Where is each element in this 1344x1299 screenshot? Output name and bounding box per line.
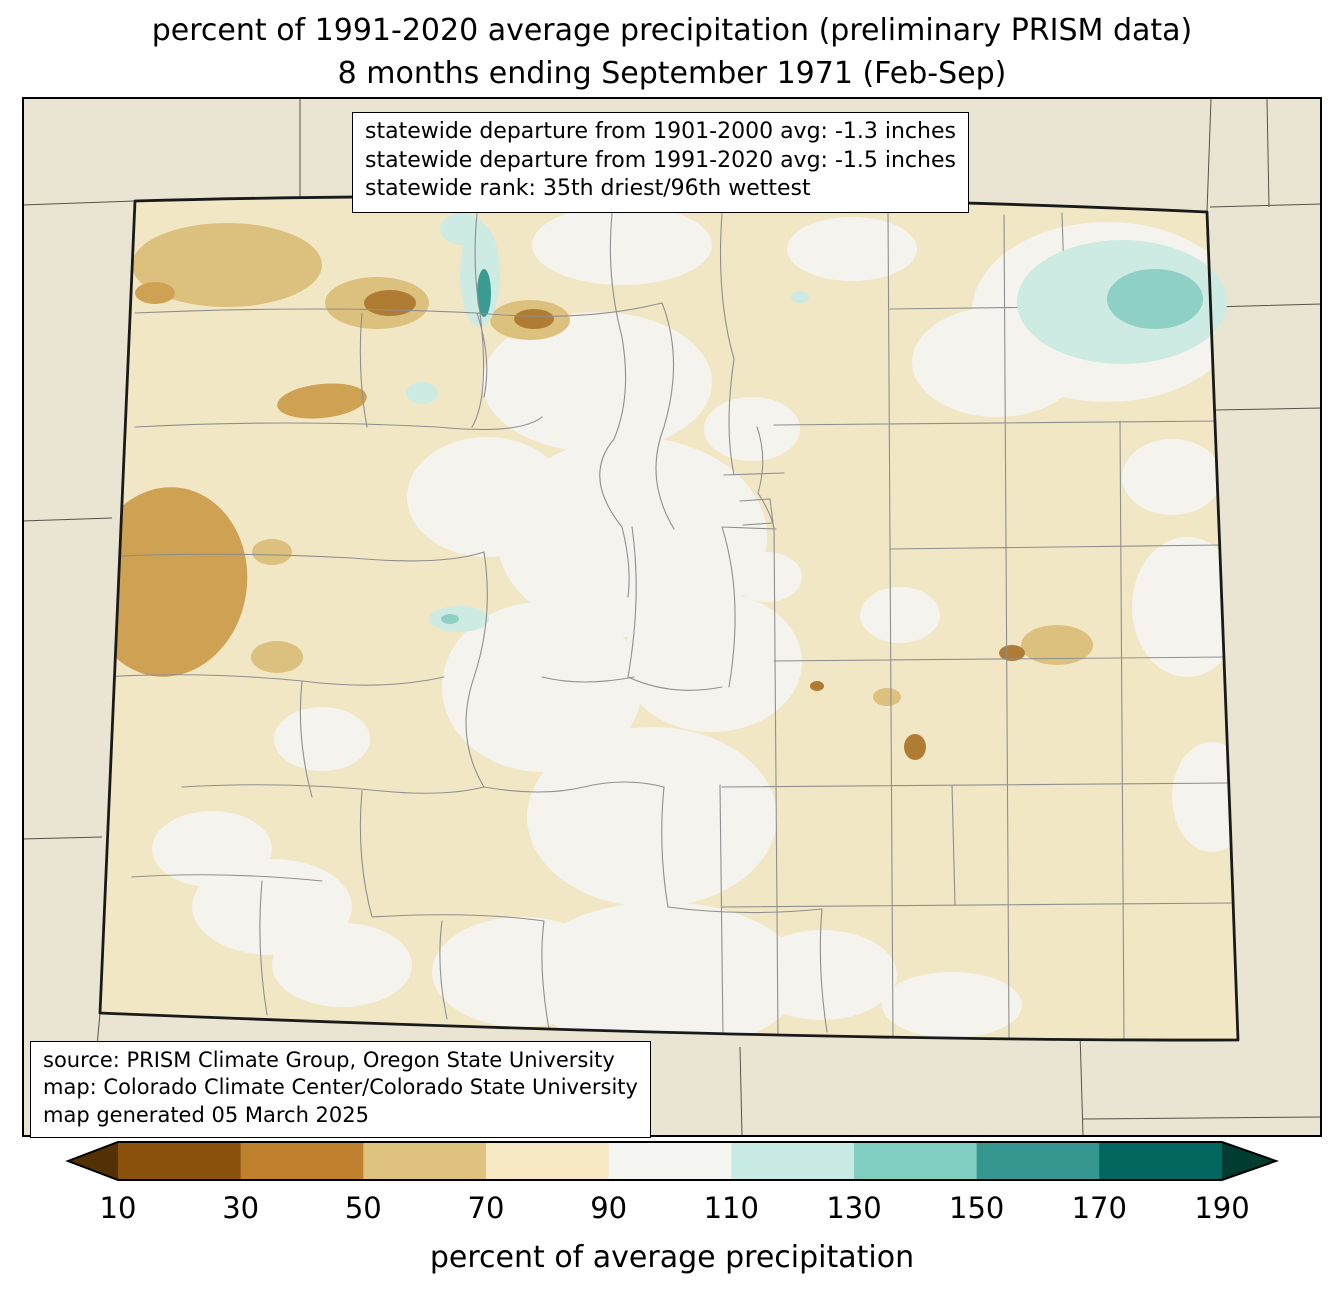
near-normal-regions (152, 205, 1238, 1041)
colorbar-tick-label: 130 (826, 1191, 881, 1225)
northeast-wet-region (1017, 240, 1227, 364)
stat-departure-1991: statewide departure from 1991-2020 avg: … (365, 147, 956, 173)
colorbar-tick-label: 190 (1194, 1191, 1249, 1225)
colorbar-tick-label: 110 (704, 1191, 759, 1225)
colorbar-segment (854, 1142, 978, 1180)
colorbar-segment (731, 1142, 855, 1180)
map-credit-line: map: Colorado Climate Center/Colorado St… (43, 1075, 638, 1100)
colorbar-tick-label: 10 (100, 1191, 137, 1225)
colorbar-tick-label: 170 (1072, 1191, 1127, 1225)
wet-130-150-spots (441, 614, 459, 624)
source-attribution-box: source: PRISM Climate Group, Oregon Stat… (30, 1041, 651, 1138)
title-line-1: percent of 1991-2020 average precipitati… (151, 13, 1193, 48)
neighbor-state-borders (22, 98, 1322, 1136)
colorbar-segment (608, 1142, 732, 1180)
drier-regions (100, 282, 367, 677)
colorbar-segment (486, 1142, 610, 1180)
source-line: source: PRISM Climate Group, Oregon Stat… (43, 1048, 615, 1072)
title-line-2: 8 months ending September 1971 (Feb-Sep) (337, 55, 1007, 91)
colorbar-segment (240, 1142, 364, 1180)
colorbar-under-arrow (68, 1142, 118, 1180)
colorbar-segment (118, 1142, 242, 1180)
colorbar-over-arrow (1222, 1142, 1276, 1180)
colorbar-segment (976, 1142, 1100, 1180)
colorbar-tick-label: 90 (590, 1191, 627, 1225)
colorbar-tick-label: 150 (949, 1191, 1004, 1225)
colorbar-segment (363, 1142, 487, 1180)
colorado-precipitation-map (22, 97, 1322, 1137)
colorbar: 10 30 50 70 90 110 130 150 170 190 (65, 1141, 1280, 1225)
colorbar-outline (65, 1141, 1280, 1181)
colorbar-tick-label: 70 (468, 1191, 505, 1225)
statewide-stats-box: statewide departure from 1901-2000 avg: … (352, 112, 969, 213)
stat-rank: statewide rank: 35th driest/96th wettest (365, 176, 811, 202)
wet-150-170-core (477, 269, 491, 317)
state-interior (100, 196, 1238, 1041)
stat-departure-1901: statewide departure from 1901-2000 avg: … (365, 119, 956, 144)
colorbar-tick-label: 50 (345, 1191, 382, 1225)
colorbar-tick-label: 30 (222, 1191, 259, 1225)
colorbar-axis-label: percent of average precipitation (429, 1240, 915, 1275)
county-boundaries-west (100, 212, 823, 1030)
generated-date-line: map generated 05 March 2025 (43, 1102, 370, 1127)
map-frame (22, 97, 1322, 1137)
page-title: percent of 1991-2020 average precipitati… (0, 10, 1344, 95)
colorbar-segment (1099, 1142, 1222, 1180)
